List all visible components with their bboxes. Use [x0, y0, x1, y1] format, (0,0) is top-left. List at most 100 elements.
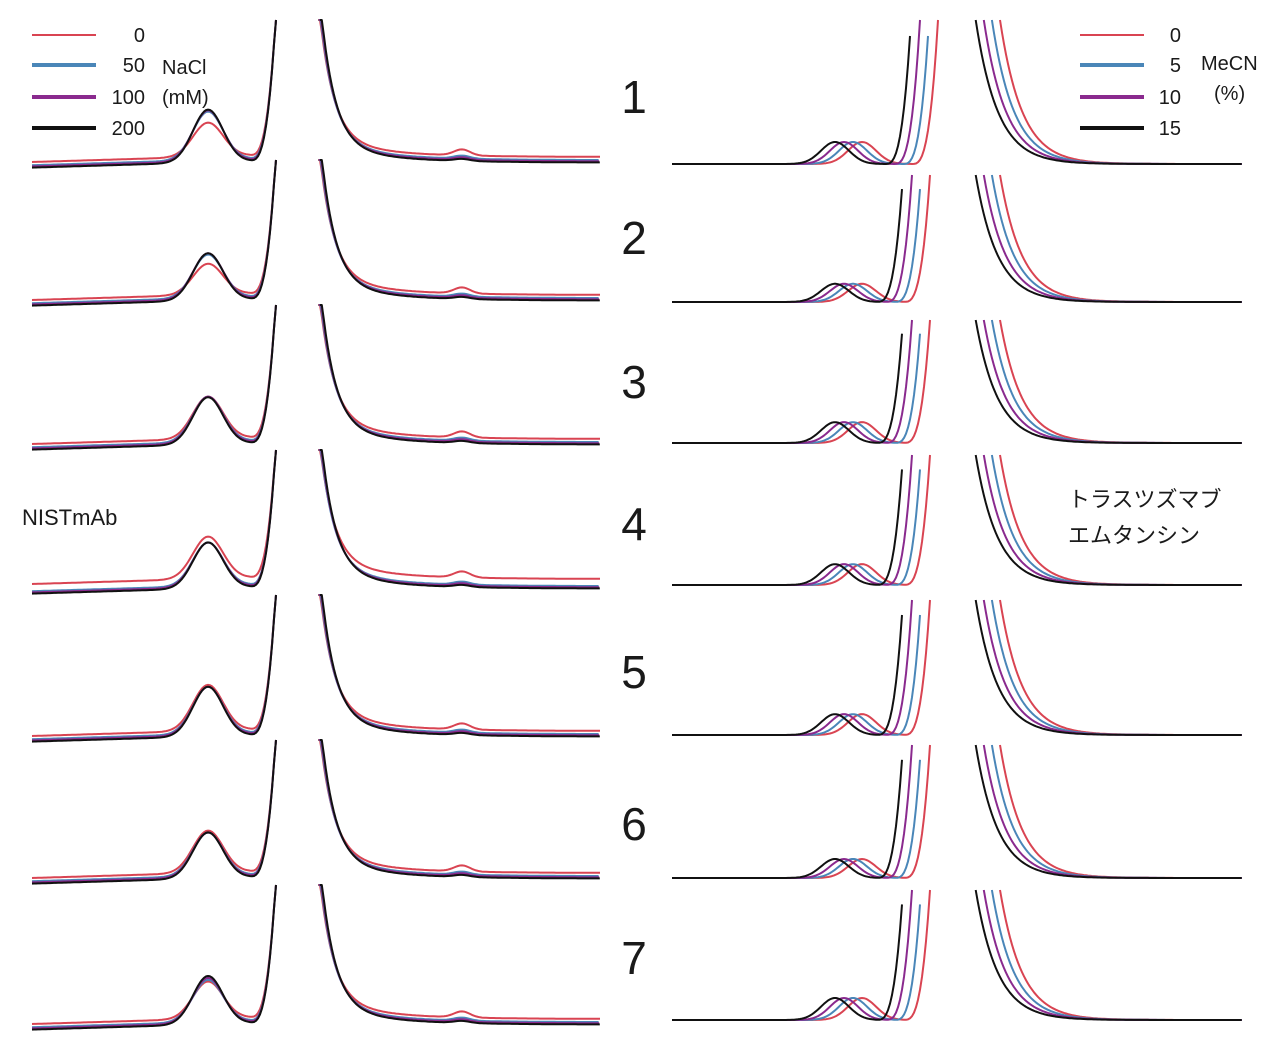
trace-right-row2-series-5-tail — [990, 174, 1242, 303]
trace-left-row6-series-0-front — [31, 739, 277, 879]
trace-left-row4-series-200-front — [31, 449, 277, 595]
trace-left-row5-series-200-tail — [319, 594, 600, 738]
legend-nacl-label-50: 50 — [123, 55, 145, 77]
trace-left-row2-series-50-front — [31, 159, 277, 305]
trace-right-row6-series-0-tail — [999, 744, 1242, 879]
trace-left-row3-series-50-tail — [318, 304, 599, 443]
trace-left-row2-series-100-front — [31, 159, 277, 306]
trace-left-row1-series-200-tail — [319, 19, 600, 164]
trace-left-row5-series-50-tail — [318, 594, 599, 735]
trace-left-row2-series-100-tail — [319, 159, 600, 301]
trace-left-row5-series-200-front — [31, 594, 277, 743]
legend-nacl-label-100: 100 — [112, 87, 145, 109]
row-number-2: 2 — [621, 212, 647, 264]
plot-layer — [31, 19, 1242, 1031]
trace-right-row3-series-10-tail — [982, 319, 1242, 444]
trace-right-row4-series-15-front — [672, 469, 903, 586]
trace-left-row7-series-50-tail — [318, 884, 599, 1023]
trace-left-row4-series-200-tail — [319, 449, 600, 590]
legend-nacl-title: NaCl — [162, 57, 206, 79]
row-number-5: 5 — [621, 646, 647, 698]
trace-right-row4-series-5-front — [672, 469, 921, 586]
trace-left-row3-series-100-tail — [319, 304, 600, 445]
row-number-3: 3 — [621, 356, 647, 408]
trace-right-row1-series-5-front — [672, 35, 929, 165]
trace-right-row7-series-10-tail — [982, 889, 1242, 1021]
trace-right-row5-series-5-front — [672, 614, 921, 736]
trace-left-row1-series-0-tail — [318, 19, 600, 158]
trace-right-row2-series-0-tail — [999, 174, 1242, 303]
trace-right-row4-series-10-tail — [982, 454, 1242, 586]
trace-right-row6-series-15-front — [672, 759, 903, 879]
trace-right-row5-series-0-tail — [999, 599, 1242, 736]
trace-left-row2-series-0-tail — [318, 159, 600, 296]
trace-right-row5-series-10-front — [672, 599, 913, 736]
legend-mecn-title: MeCN — [1201, 53, 1258, 75]
trace-left-row1-series-100-tail — [319, 19, 600, 163]
trace-right-row5-series-15-front — [672, 614, 903, 736]
legend-nacl-label-200: 200 — [112, 118, 145, 140]
trace-right-row2-series-5-front — [672, 189, 921, 303]
trace-right-row5-series-10-tail — [982, 599, 1242, 736]
trace-left-row6-series-50-tail — [318, 739, 599, 877]
trace-left-row7-series-50-front — [31, 884, 277, 1029]
trace-left-row3-series-200-front — [31, 304, 277, 451]
trace-right-row3-series-15-tail — [974, 319, 1242, 444]
trace-left-row3-series-0-front — [31, 304, 277, 445]
trace-right-row1-series-15-front — [672, 35, 911, 165]
trace-left-row7-series-100-front — [31, 884, 277, 1030]
trace-right-row7-series-0-tail — [999, 889, 1242, 1021]
trace-right-row6-series-10-front — [672, 744, 913, 879]
label-nistmab: NISTmAb — [22, 505, 117, 530]
trace-left-row6-series-100-front — [31, 739, 277, 884]
legend-mecn-unit: (%) — [1214, 83, 1245, 105]
trace-left-row7-series-100-tail — [319, 884, 600, 1025]
trace-right-row6-series-15-tail — [974, 744, 1242, 879]
trace-left-row1-series-50-tail — [318, 19, 599, 161]
trace-left-row5-series-100-front — [31, 594, 277, 742]
trace-right-row7-series-10-front — [672, 889, 913, 1021]
trace-left-row1-series-0-front — [31, 19, 277, 163]
label-trastuzumab-line2: エムタンシン — [1068, 523, 1200, 548]
trace-right-row2-series-15-front — [672, 189, 903, 303]
row-number-1: 1 — [621, 71, 647, 123]
trace-right-row7-series-5-tail — [990, 889, 1242, 1021]
trace-right-row5-series-15-tail — [974, 599, 1242, 736]
trace-left-row1-series-200-front — [31, 19, 277, 169]
trace-left-row5-series-0-tail — [318, 594, 600, 732]
legend-mecn-label-15: 15 — [1159, 118, 1181, 140]
trace-left-row2-series-200-front — [31, 159, 277, 307]
trace-left-row1-series-50-front — [31, 19, 277, 167]
trace-right-row1-series-15-tail — [974, 19, 1242, 165]
trace-right-row7-series-5-front — [672, 904, 921, 1021]
trace-right-row7-series-15-front — [672, 904, 903, 1021]
trace-right-row1-series-0-tail — [999, 19, 1242, 165]
trace-right-row7-series-15-tail — [974, 889, 1242, 1021]
trace-right-row3-series-0-tail — [999, 319, 1242, 444]
trace-right-row6-series-10-tail — [982, 744, 1242, 879]
trace-left-row3-series-100-front — [31, 304, 277, 450]
trace-left-row2-series-200-tail — [319, 159, 600, 302]
trace-right-row4-series-5-tail — [990, 454, 1242, 586]
trace-right-row1-series-10-tail — [982, 19, 1242, 165]
trace-left-row7-series-0-tail — [318, 884, 600, 1020]
trace-left-row4-series-50-tail — [318, 449, 599, 587]
legend-mecn-label-5: 5 — [1170, 55, 1181, 77]
trace-left-row3-series-0-tail — [318, 304, 600, 440]
trace-right-row4-series-0-tail — [999, 454, 1242, 586]
trace-right-row2-series-10-tail — [982, 174, 1242, 303]
trace-right-row4-series-10-front — [672, 454, 913, 586]
trace-left-row2-series-0-front — [31, 159, 277, 301]
trace-right-row6-series-5-front — [672, 759, 921, 879]
label-trastuzumab-line1: トラスツズマブ — [1068, 487, 1222, 512]
legend-mecn-label-0: 0 — [1170, 25, 1181, 47]
legend-nacl: 0 50 100 200 NaCl (mM) — [32, 25, 209, 140]
trace-right-row3-series-5-tail — [990, 319, 1242, 444]
trace-left-row6-series-200-front — [31, 739, 277, 885]
trace-left-row4-series-100-tail — [319, 449, 600, 589]
trace-left-row5-series-50-front — [31, 594, 277, 741]
row-numbers: 1 2 3 4 5 6 7 — [621, 71, 647, 984]
trace-right-row6-series-5-tail — [990, 744, 1242, 879]
trace-right-row1-series-10-front — [672, 19, 921, 165]
trace-left-row7-series-200-tail — [319, 884, 600, 1026]
